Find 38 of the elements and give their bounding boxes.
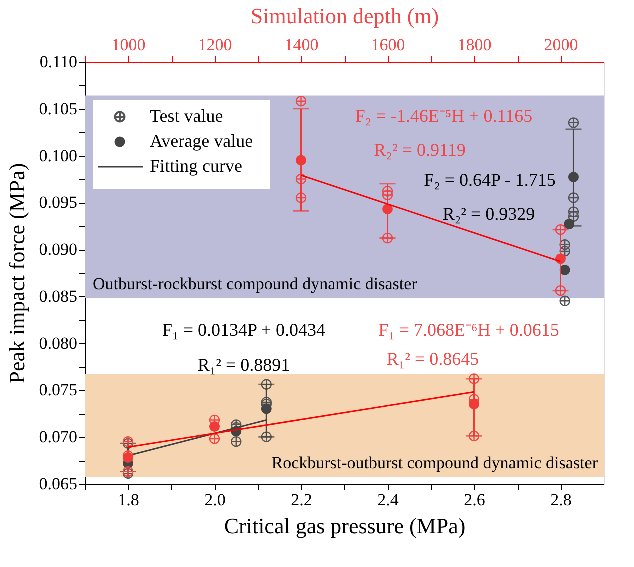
x2-tick-label: 1800 bbox=[458, 36, 492, 54]
x2-tick-label: 2000 bbox=[544, 36, 578, 54]
annotation: F₂ = 0.64P - 1.715 bbox=[424, 170, 556, 190]
x2-tick-label: 1400 bbox=[284, 36, 319, 54]
x-tick-label: 1.8 bbox=[118, 490, 140, 510]
y-tick-label: 0.070 bbox=[39, 428, 78, 447]
y-tick-label: 0.090 bbox=[39, 240, 78, 260]
y-tick-label: 0.095 bbox=[39, 193, 78, 212]
annotation: F₁ = 0.0134P + 0.0434 bbox=[162, 320, 326, 340]
y-tick-label: 0.080 bbox=[39, 334, 78, 353]
annotation: R₂² = 0.9329 bbox=[442, 204, 536, 224]
x2-tick-label: 1200 bbox=[198, 36, 232, 54]
x-axis-title: Critical gas pressure (MPa) bbox=[224, 514, 466, 538]
y-tick-label: 0.105 bbox=[39, 99, 78, 118]
legend-label: Average value bbox=[150, 131, 254, 151]
annotation: R₁² = 0.8645 bbox=[386, 349, 480, 369]
annotation: F₁ = 7.068E⁻⁶H + 0.0615 bbox=[378, 320, 560, 340]
y-axis-title: Peak impact force (MPa) bbox=[4, 163, 30, 384]
y-tick-label: 0.110 bbox=[40, 52, 78, 72]
x2-tick-label: 1000 bbox=[112, 36, 146, 54]
legend-label: Test value bbox=[150, 106, 224, 126]
x-tick-label: 2.8 bbox=[550, 490, 572, 510]
x-tick-label: 2.0 bbox=[204, 490, 226, 510]
x-tick-label: 2.2 bbox=[291, 490, 312, 510]
x2-axis-title: Simulation depth (m) bbox=[250, 4, 440, 28]
annotation: R₁² = 0.8891 bbox=[198, 355, 290, 375]
band-label: Outburst-rockburst compound dynamic disaster bbox=[93, 274, 418, 294]
annotation: F₂ = -1.46E⁻⁵H + 0.1165 bbox=[355, 106, 533, 126]
y-tick-label: 0.100 bbox=[39, 146, 78, 166]
x-tick-label: 2.6 bbox=[464, 490, 486, 510]
y-tick-label: 0.085 bbox=[39, 286, 78, 306]
x2-tick-label: 1600 bbox=[371, 36, 406, 54]
legend-label: Fitting curve bbox=[150, 156, 242, 176]
x-tick-label: 2.4 bbox=[378, 490, 400, 510]
annotation: R₂² = 0.9119 bbox=[374, 140, 466, 160]
y-tick-label: 0.075 bbox=[39, 380, 78, 400]
y-tick-label: 0.065 bbox=[39, 474, 78, 494]
band-label: Rockburst-outburst compound dynamic disaster bbox=[272, 453, 598, 472]
